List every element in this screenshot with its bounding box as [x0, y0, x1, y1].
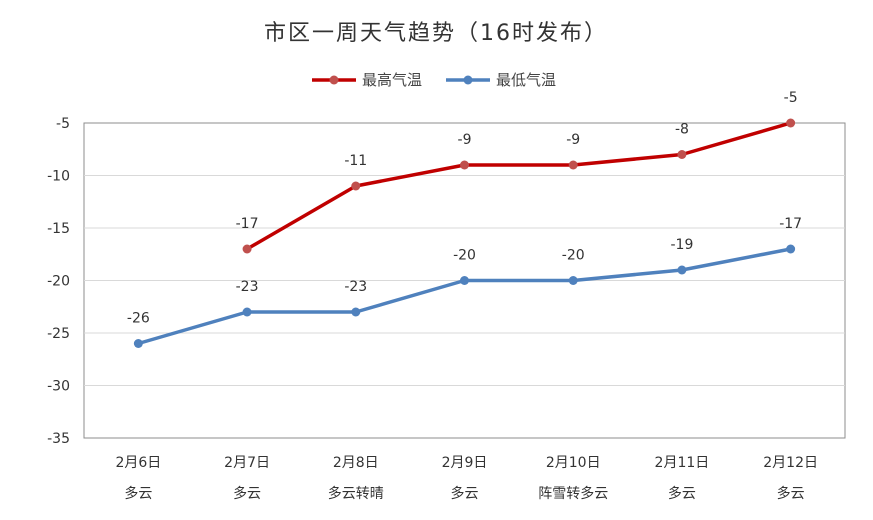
- y-tick-label: -15: [47, 221, 70, 237]
- data-point: [677, 150, 687, 159]
- x-category-date: 2月9日: [442, 455, 488, 471]
- x-category-weather: 多云转晴: [328, 485, 384, 502]
- x-category-date: 2月6日: [115, 455, 161, 471]
- x-category-date: 2月11日: [655, 455, 710, 471]
- data-label: -17: [779, 216, 802, 232]
- data-point: [460, 160, 469, 170]
- data-point: [351, 181, 361, 191]
- data-point: [242, 244, 252, 254]
- y-tick-label: -35: [47, 431, 70, 447]
- x-category-date: 2月7日: [224, 455, 270, 471]
- data-point: [460, 276, 469, 285]
- x-category-weather: 多云: [777, 485, 805, 502]
- y-tick-label: -30: [47, 379, 70, 395]
- data-labels: -17 -11 -9 -9 -8 -5 -26 -23 -23 -20 -20 -19 -17: [127, 90, 802, 327]
- x-category-date: 2月12日: [763, 455, 818, 471]
- y-tick-label: -10: [47, 169, 70, 185]
- series-line-0: [246, 121, 792, 251]
- chart-title: 市区一周天气趋势（16时发布）: [264, 21, 608, 46]
- series-points: [133, 118, 796, 348]
- x-category-weather: 多云: [124, 485, 152, 502]
- legend-label: 最高气温: [362, 71, 422, 89]
- data-point: [786, 118, 796, 128]
- data-label: -26: [127, 311, 150, 327]
- x-category-weather: 多云: [668, 485, 696, 502]
- data-label: -8: [675, 122, 689, 138]
- data-point: [677, 265, 687, 275]
- data-label: -9: [566, 132, 580, 148]
- data-point: [786, 244, 796, 254]
- data-label: -19: [670, 237, 693, 253]
- legend-label: 最低气温: [496, 71, 556, 89]
- data-label: -23: [236, 279, 259, 295]
- data-point: [568, 160, 578, 170]
- y-tick-label: -20: [47, 274, 70, 290]
- x-category-date: 2月10日: [546, 455, 601, 471]
- data-label: -5: [784, 90, 798, 106]
- data-label: -11: [344, 153, 367, 169]
- legend: 最高气温 最低气温: [312, 71, 556, 89]
- series-lines: [137, 121, 792, 346]
- y-tick-label: -5: [56, 116, 70, 132]
- x-category-weather: 多云: [451, 485, 479, 502]
- data-point: [351, 307, 361, 317]
- data-point: [242, 307, 252, 317]
- data-label: -17: [236, 216, 259, 232]
- data-label: -23: [344, 279, 367, 295]
- x-category-weather: 阵雪转多云: [538, 485, 608, 502]
- legend-marker: [463, 75, 473, 85]
- y-tick-label: -25: [47, 326, 70, 342]
- y-axis-ticks: -5 -10 -15 -20 -25 -30 -35: [47, 116, 70, 447]
- data-point: [568, 276, 578, 285]
- data-label: -20: [453, 248, 476, 264]
- data-point: [133, 339, 143, 348]
- data-label: -20: [562, 248, 585, 264]
- legend-marker: [329, 75, 339, 85]
- x-category-date: 2月8日: [333, 455, 379, 471]
- data-label: -9: [458, 132, 472, 148]
- x-category-weather: 多云: [233, 485, 261, 502]
